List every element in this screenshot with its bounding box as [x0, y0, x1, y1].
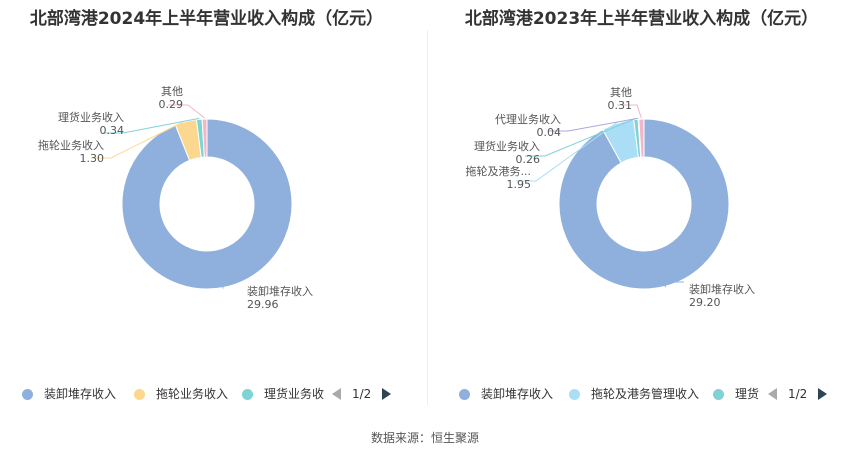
slice-label: 装卸堆存收入: [689, 282, 755, 296]
chart-panel-2023: 北部湾港2023年上半年营业收入构成（亿元） 装卸堆存收入 29.20 拖轮及港务.…: [425, 0, 850, 410]
label-leader-line: [617, 104, 642, 119]
chart-panel-2024: 北部湾港2024年上半年营业收入构成（亿元） 装卸堆存收入 29.96 拖轮业务收入…: [0, 0, 425, 410]
legend-label: 理货: [735, 387, 760, 401]
legend-label: 理货业务收: [264, 387, 325, 401]
donut-chart-2023: 装卸堆存收入29.20拖轮及港务...1.95理货业务收入0.26代理业务收入0…: [466, 86, 756, 309]
slice-label: 拖轮及港务...: [466, 164, 532, 178]
label-leader-line: [220, 279, 241, 289]
pie-slice[interactable]: [201, 118, 208, 158]
slice-value: 0.31: [608, 99, 633, 112]
slice-value: 1.95: [507, 178, 532, 191]
slice-label: 代理业务收入: [495, 112, 561, 126]
label-leader-line: [663, 281, 684, 288]
data-source: 数据来源：恒生聚源: [370, 431, 479, 445]
legend-dot: [242, 389, 253, 400]
slice-value: 0.29: [159, 98, 184, 111]
legend-next-icon[interactable]: [818, 388, 827, 400]
legend-page-number: 1/2: [788, 387, 808, 401]
legend-dot: [134, 389, 145, 400]
chart-title: 北部湾港2023年上半年营业收入构成（亿元）: [464, 9, 819, 29]
slice-label: 其他: [610, 86, 632, 99]
legend-page-number: 1/2: [352, 387, 372, 401]
slice-value: 0.04: [537, 126, 562, 139]
legend-dot: [713, 389, 724, 400]
legend-label: 装卸堆存收入: [481, 387, 554, 401]
legend-prev-icon[interactable]: [768, 388, 777, 400]
slice-value: 0.34: [100, 124, 125, 137]
legend-label: 拖轮业务收入: [156, 387, 229, 401]
legend-prev-icon[interactable]: [332, 388, 341, 400]
chart-title: 北部湾港2024年上半年营业收入构成（亿元）: [29, 9, 384, 29]
pie-slice[interactable]: [638, 118, 645, 158]
label-leader-line: [168, 104, 205, 119]
label-leader-line: [103, 117, 200, 134]
slice-label: 理货业务收入: [474, 139, 540, 153]
legend-dot: [459, 389, 470, 400]
legend-dot: [569, 389, 580, 400]
slice-value: 0.26: [516, 153, 541, 166]
legend-label: 装卸堆存收入: [44, 387, 117, 401]
slice-value: 1.30: [80, 152, 105, 165]
slice-value: 29.96: [247, 298, 279, 311]
legend-label: 拖轮及港务管理收入: [591, 387, 700, 401]
legend-next-icon[interactable]: [382, 388, 391, 400]
slice-label: 理货业务收入: [58, 110, 124, 124]
label-leader-line: [516, 121, 618, 182]
slice-label: 装卸堆存收入: [247, 284, 313, 298]
label-leader-line: [548, 117, 639, 132]
label-leader-line: [91, 120, 186, 159]
pie-slice[interactable]: [121, 118, 293, 290]
panel-divider: [427, 30, 428, 405]
slice-label: 其他: [161, 85, 183, 98]
pie-slice[interactable]: [558, 118, 730, 290]
slice-label: 拖轮业务收入: [38, 138, 104, 152]
label-leader-line: [525, 117, 637, 157]
slice-value: 29.20: [689, 296, 721, 309]
legend-dot: [22, 389, 33, 400]
